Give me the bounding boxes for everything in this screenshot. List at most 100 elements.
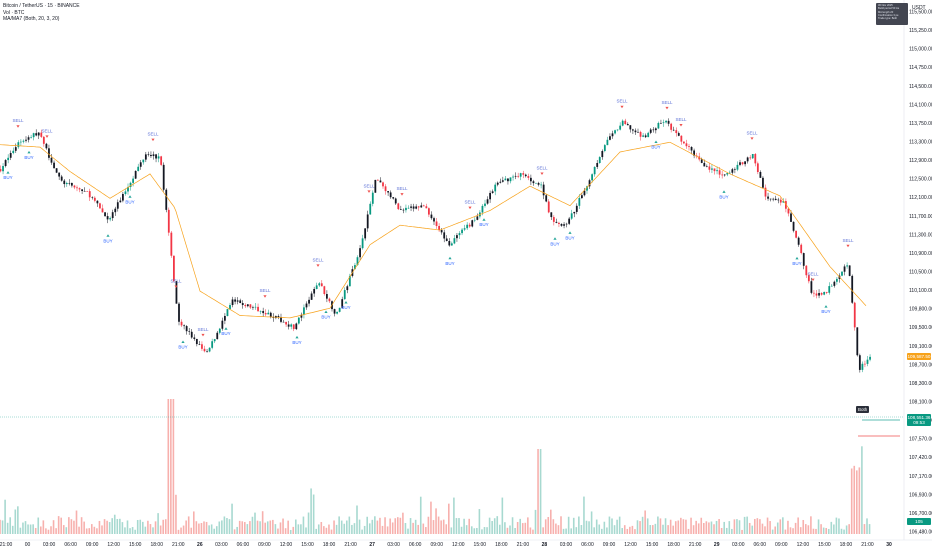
candle: [481, 205, 484, 213]
candle: [165, 189, 168, 210]
candle: [336, 311, 338, 314]
candle: [461, 229, 463, 234]
volume-bar: [164, 519, 167, 534]
y-tick-label: 109,800.00: [909, 307, 932, 313]
volume-bar: [147, 520, 149, 534]
currency-label[interactable]: USDT: [912, 5, 926, 11]
candle: [751, 153, 754, 159]
buy-signal-label: BUY: [719, 194, 728, 199]
volume-bar: [590, 511, 593, 534]
candle: [545, 195, 548, 202]
candle: [581, 195, 583, 199]
candle: [777, 199, 780, 201]
candle: [30, 137, 32, 138]
volume-bar: [715, 520, 718, 534]
candle: [389, 192, 392, 198]
volume-bar: [731, 528, 733, 534]
volume-bar: [144, 526, 147, 534]
candle: [234, 299, 236, 302]
volume-bar: [708, 522, 710, 534]
volume-bar: [162, 519, 164, 534]
x-tick-label: 18:00: [667, 542, 680, 548]
sell-signal-marker: [750, 137, 754, 140]
candle: [119, 200, 122, 203]
candle: [813, 292, 815, 294]
x-tick-label: 09:00: [430, 542, 443, 548]
candle: [394, 198, 397, 204]
volume-bar: [121, 522, 124, 534]
candle: [672, 129, 675, 131]
volume-bar: [623, 525, 626, 534]
volume-bar: [75, 510, 78, 534]
volume-bar: [310, 488, 312, 534]
candle: [137, 166, 140, 171]
volume-bar: [845, 525, 848, 534]
volume-bar: [728, 521, 731, 534]
candle: [690, 147, 693, 151]
candle: [160, 156, 163, 165]
volume-bar: [570, 528, 572, 534]
candle: [654, 128, 657, 131]
buy-signal-label: BUY: [792, 261, 801, 266]
candle: [603, 145, 606, 152]
candle: [303, 307, 305, 315]
candle: [405, 207, 407, 211]
volume-bar: [187, 516, 190, 534]
volume-bar: [241, 521, 244, 534]
info-line: 30 Nov 2025: [878, 4, 893, 7]
volume-bar: [784, 529, 787, 534]
volume-bar: [190, 527, 193, 534]
candle: [583, 190, 586, 196]
buy-signal-marker: [224, 327, 228, 330]
volume-bar: [119, 518, 121, 534]
candle: [259, 310, 262, 312]
volume-bar: [601, 528, 603, 534]
volume-title[interactable]: Vol · BTC: [3, 9, 25, 16]
volume-bar: [397, 517, 399, 534]
volume-bar: [363, 525, 366, 534]
candle: [129, 182, 132, 188]
volume-bar: [534, 509, 537, 534]
x-tick-label: 09:00: [86, 542, 99, 548]
volume-bar: [697, 523, 700, 534]
volume-bar: [213, 528, 215, 534]
candle: [785, 201, 787, 209]
volume-bar: [437, 516, 440, 534]
candle: [71, 182, 73, 186]
volume-bar: [692, 525, 695, 534]
volume-bar: [583, 496, 585, 534]
candle: [644, 135, 647, 138]
indicator-title[interactable]: MA/MA7 (Both, 20, 3, 20): [3, 16, 60, 22]
symbol-title[interactable]: Bitcoin / TetherUS · 15 · BINANCE: [3, 3, 80, 9]
volume-bar: [19, 527, 22, 534]
volume-bar: [853, 465, 856, 534]
candle: [570, 213, 573, 219]
y-tick-label: 112,100.00: [909, 195, 932, 201]
volume-bar: [567, 516, 570, 534]
candle: [810, 281, 813, 293]
volume-bar: [210, 524, 213, 534]
candle: [573, 211, 576, 214]
volume-bar: [496, 516, 499, 534]
candle: [496, 182, 499, 185]
candle: [744, 161, 746, 165]
volume-bar: [371, 519, 374, 534]
volume-bar: [529, 527, 532, 534]
volume-bar: [822, 527, 825, 534]
candle: [134, 170, 137, 179]
volume-bar: [827, 528, 830, 534]
candle: [63, 180, 66, 185]
sell-signal-marker: [811, 278, 815, 282]
candle: [213, 339, 216, 342]
volume-bar: [195, 521, 198, 534]
buy-signal-marker: [324, 310, 328, 314]
candle: [310, 293, 313, 300]
x-tick-label: 06:00: [754, 542, 767, 548]
y-tick-label: 114,500.00: [909, 84, 932, 90]
sell-signal-marker: [468, 206, 472, 210]
candle: [471, 220, 474, 227]
candle: [420, 205, 423, 208]
volume-bar: [149, 524, 152, 534]
candle: [55, 168, 58, 173]
